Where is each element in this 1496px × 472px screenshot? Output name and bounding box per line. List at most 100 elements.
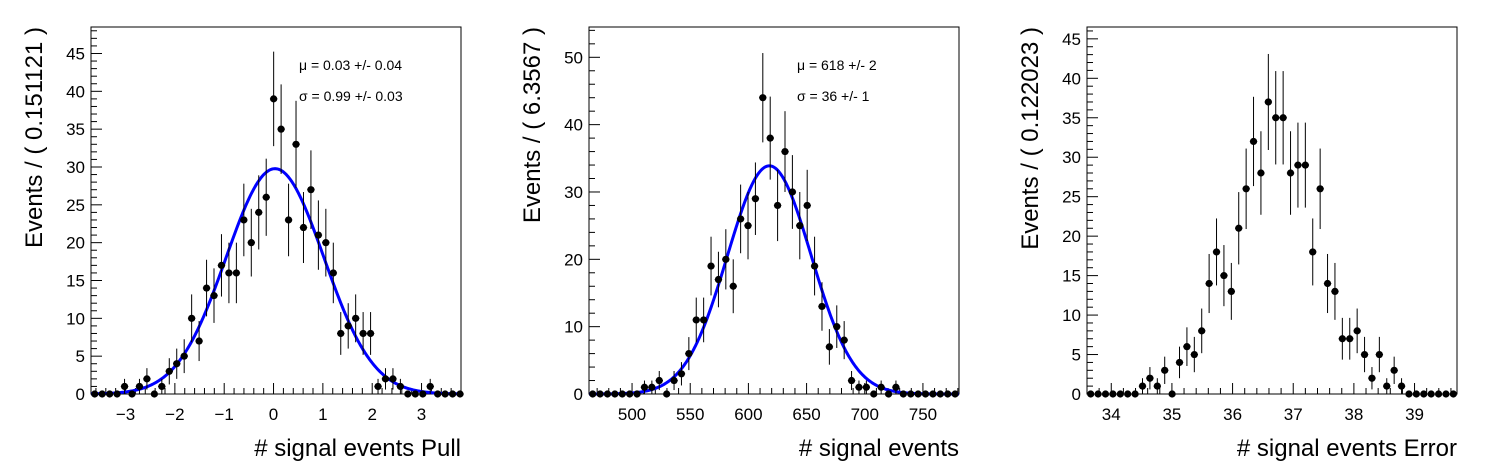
point-marker — [892, 383, 900, 391]
y-tick-label: 30 — [1062, 148, 1081, 167]
point-marker — [307, 186, 315, 194]
point-marker — [135, 382, 144, 391]
y-tick-label: 20 — [66, 234, 85, 253]
data-point — [351, 294, 360, 343]
point-marker — [150, 390, 158, 398]
point-marker — [1257, 169, 1265, 177]
point-marker — [1161, 366, 1169, 374]
point-marker — [1427, 390, 1435, 398]
point-marker — [589, 390, 597, 398]
data-point — [796, 191, 804, 260]
data-point — [818, 282, 826, 331]
point-marker — [456, 390, 464, 398]
data-point — [936, 390, 945, 398]
data-point — [825, 329, 834, 365]
data-point — [1390, 356, 1398, 384]
point-marker — [173, 360, 181, 368]
point-marker — [217, 261, 226, 269]
x-tick-label: 750 — [909, 405, 937, 424]
point-marker — [1087, 390, 1095, 398]
point-marker — [914, 390, 922, 398]
fit-sigma-label: σ = 0.99 +/- 0.03 — [299, 88, 403, 104]
data-point — [381, 368, 390, 390]
x-tick-label: 3 — [417, 405, 426, 424]
y-tick-label: 45 — [66, 44, 85, 63]
x-tick-label: 35 — [1162, 405, 1181, 424]
data-point — [759, 53, 767, 143]
data-point — [441, 390, 449, 398]
point-marker — [329, 269, 337, 277]
y-tick-label: 25 — [1062, 188, 1081, 207]
point-marker — [951, 390, 959, 398]
point-marker — [862, 383, 870, 391]
point-marker — [796, 222, 804, 230]
point-marker — [714, 275, 723, 284]
data-point — [1168, 390, 1176, 398]
y-tick-label: 0 — [574, 385, 583, 404]
data-point — [389, 368, 397, 390]
point-marker — [810, 262, 819, 270]
data-point — [625, 390, 634, 398]
data-point — [648, 380, 656, 394]
point-marker — [120, 382, 129, 391]
y-tick-label: 45 — [1062, 30, 1081, 49]
point-marker — [870, 390, 878, 398]
point-marker — [165, 367, 173, 375]
data-point — [433, 390, 442, 398]
chart-panel-3: 34 35 36 37 38 39 0 5 10 15 20 25 30 35 40 45 # signal e… — [1017, 26, 1458, 462]
point-marker — [113, 390, 121, 398]
point-marker — [262, 193, 270, 201]
data-point — [128, 390, 136, 398]
data-point — [1412, 390, 1421, 398]
point-marker — [277, 125, 285, 133]
point-marker — [944, 390, 952, 398]
point-marker — [737, 215, 745, 223]
data-point — [150, 390, 159, 398]
point-marker — [292, 140, 300, 148]
point-marker — [158, 382, 166, 391]
point-marker — [825, 343, 833, 351]
data-point — [396, 378, 405, 394]
point-marker — [1279, 114, 1287, 122]
x-tick-label: 2 — [367, 405, 376, 424]
point-marker — [1323, 279, 1332, 288]
point-marker — [640, 383, 649, 391]
point-marker — [1390, 366, 1398, 374]
x-tick-label: 38 — [1344, 405, 1363, 424]
y-tick-label: 5 — [76, 347, 85, 366]
data-point — [374, 378, 382, 394]
point-marker — [1316, 185, 1324, 193]
data-point — [255, 175, 263, 250]
point-marker — [1109, 390, 1117, 398]
point-marker — [648, 383, 656, 391]
point-marker — [299, 223, 308, 232]
data-point — [714, 251, 723, 308]
point-marker — [1412, 390, 1420, 398]
data-point — [773, 169, 782, 242]
point-marker — [1190, 350, 1198, 359]
data-point — [1405, 390, 1413, 398]
data-point — [1427, 390, 1435, 398]
point-marker — [855, 383, 863, 391]
point-marker — [788, 188, 796, 196]
point-marker — [1227, 287, 1235, 295]
data-point — [277, 84, 285, 174]
data-point — [98, 390, 106, 398]
y-tick-label: 25 — [66, 196, 85, 215]
fit-curve — [589, 164, 959, 396]
data-point — [1138, 378, 1147, 394]
point-marker — [419, 390, 427, 398]
point-marker — [877, 383, 885, 391]
data-point — [419, 390, 427, 398]
data-point — [1131, 390, 1139, 398]
point-marker — [1146, 374, 1154, 382]
point-marker — [1272, 114, 1280, 122]
data-point — [426, 378, 434, 394]
point-marker — [1301, 161, 1309, 169]
point-marker — [921, 390, 930, 398]
point-marker — [91, 390, 99, 398]
data-point — [1272, 71, 1280, 165]
data-point — [892, 380, 900, 394]
data-point — [1375, 336, 1384, 373]
